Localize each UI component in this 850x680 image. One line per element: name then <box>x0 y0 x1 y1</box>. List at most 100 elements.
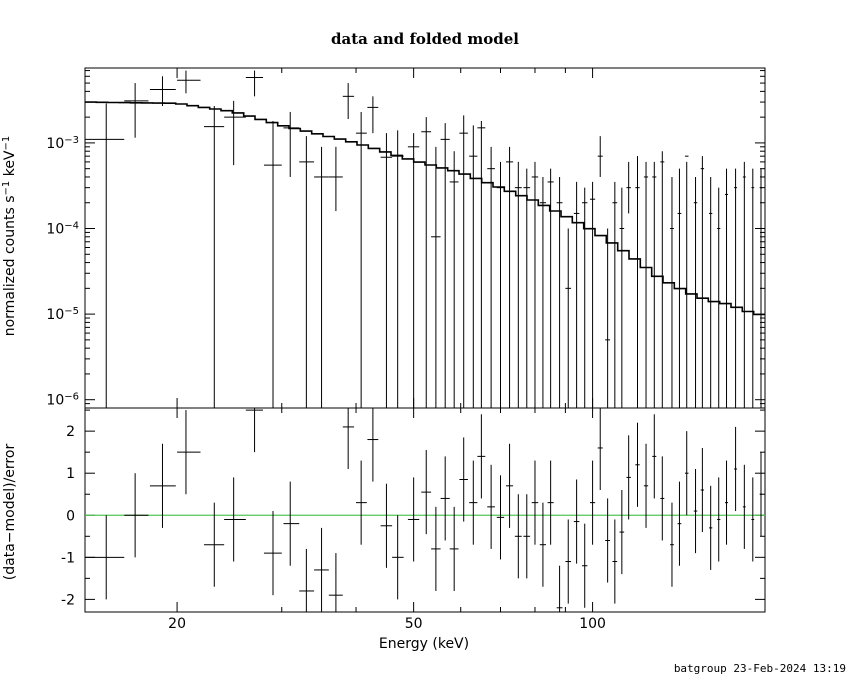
residual-point <box>487 464 495 549</box>
data-point <box>149 76 176 106</box>
residual-point <box>531 460 539 545</box>
data-point <box>204 105 225 408</box>
residual-point <box>224 477 246 562</box>
chart-title: data and folded model <box>331 30 519 48</box>
data-point <box>660 151 665 408</box>
residual-point <box>556 565 563 612</box>
residual-point <box>547 460 554 545</box>
data-point <box>514 161 522 408</box>
data-point <box>643 161 649 408</box>
top-y-tick-label: 10−3 <box>46 134 79 152</box>
data-point <box>531 161 539 408</box>
bottom-y-axis-label: (data−model)/error <box>2 444 18 581</box>
residual-point <box>431 506 441 591</box>
footer-timestamp: batgroup 23-Feb-2024 13:19 <box>674 662 846 675</box>
data-point <box>496 161 505 408</box>
top-y-tick-label: 10−6 <box>46 391 79 409</box>
data-point <box>342 83 355 120</box>
data-point <box>751 168 755 408</box>
residual-point <box>565 519 572 604</box>
top-y-tick-label-exp: −6 <box>64 391 79 402</box>
top-panel: 10−310−410−510−6 <box>46 67 766 409</box>
residual-point <box>597 408 603 491</box>
residual-point <box>582 523 588 608</box>
bottom-y-tick-label: -2 <box>61 592 75 608</box>
residual-point <box>356 460 367 545</box>
top-y-tick-label-exp: −3 <box>64 134 79 145</box>
bottom-y-tick-label: 2 <box>66 424 75 440</box>
residual-point <box>421 450 432 535</box>
residual-point <box>612 519 618 604</box>
data-point <box>700 156 705 408</box>
top-y-axis-label-mid: keV <box>2 150 18 181</box>
residual-point <box>459 437 468 522</box>
data-point <box>724 168 729 408</box>
data-point <box>717 187 721 408</box>
data-point <box>487 146 495 408</box>
data-point <box>367 96 379 134</box>
residual-point <box>380 483 393 568</box>
residual-point <box>149 443 176 528</box>
data-point <box>440 123 450 408</box>
residual-point <box>523 494 531 579</box>
x-tick-label: 50 <box>405 616 423 632</box>
bottom-y-tick-label: -1 <box>61 550 75 566</box>
top-y-axis-label: normalized counts s−1 keV−1 <box>1 136 19 337</box>
data-point <box>505 146 514 408</box>
residual-point <box>314 527 329 612</box>
residual-point <box>709 485 713 570</box>
data-point <box>582 187 588 408</box>
bottom-panel: 20 50 100 -2 -1 0 1 2 <box>61 407 766 632</box>
data-point <box>224 100 246 166</box>
top-y-tick-label-base: 10 <box>46 222 64 238</box>
residual-point <box>505 443 514 528</box>
data-point <box>459 115 468 408</box>
data-point <box>589 181 596 408</box>
top-y-tick-label-base: 10 <box>46 136 64 152</box>
residual-point <box>635 422 640 507</box>
model-step-line <box>85 101 765 316</box>
bottom-frame <box>84 407 766 613</box>
data-point <box>356 111 367 408</box>
residual-point <box>367 408 379 482</box>
residual-point <box>477 414 486 499</box>
top-y-axis-label-exp-1: −1 <box>1 181 12 196</box>
data-point <box>547 168 554 408</box>
residual-point <box>619 490 625 575</box>
data-point <box>605 228 611 408</box>
top-y-axis-label-exp-2: −1 <box>1 136 12 151</box>
data-point <box>539 176 547 408</box>
data-point <box>759 168 763 408</box>
residual-point <box>643 443 649 528</box>
residual-point <box>407 477 420 562</box>
data-point <box>245 70 264 97</box>
top-y-tick-label: 10−5 <box>46 306 79 324</box>
residual-point <box>589 460 596 545</box>
x-tick-label: 20 <box>168 616 186 632</box>
residual-point <box>734 426 738 512</box>
residual-point <box>177 410 201 495</box>
bottom-y-tick-label: 1 <box>66 466 75 482</box>
residual-point <box>677 481 682 566</box>
residual-point <box>204 502 225 587</box>
data-point <box>283 111 300 177</box>
residual-point <box>717 477 721 562</box>
data-point <box>612 181 618 408</box>
residual-point <box>626 435 631 520</box>
data-point <box>421 117 432 408</box>
residual-point <box>496 475 505 560</box>
residual-point <box>328 553 343 612</box>
data-point <box>124 83 149 138</box>
data-point <box>314 146 329 408</box>
data-point <box>392 130 404 408</box>
residual-point <box>449 506 459 591</box>
data-point <box>573 181 580 408</box>
residual-point <box>660 456 665 541</box>
residual-point <box>440 456 450 541</box>
top-y-tick-label-exp: −4 <box>64 220 79 231</box>
residual-point <box>245 408 264 453</box>
top-y-axis-label-base: normalized counts s <box>2 195 18 336</box>
bottom-y-tick-label: 0 <box>66 508 75 524</box>
data-point <box>693 176 698 408</box>
data-point <box>626 161 631 214</box>
